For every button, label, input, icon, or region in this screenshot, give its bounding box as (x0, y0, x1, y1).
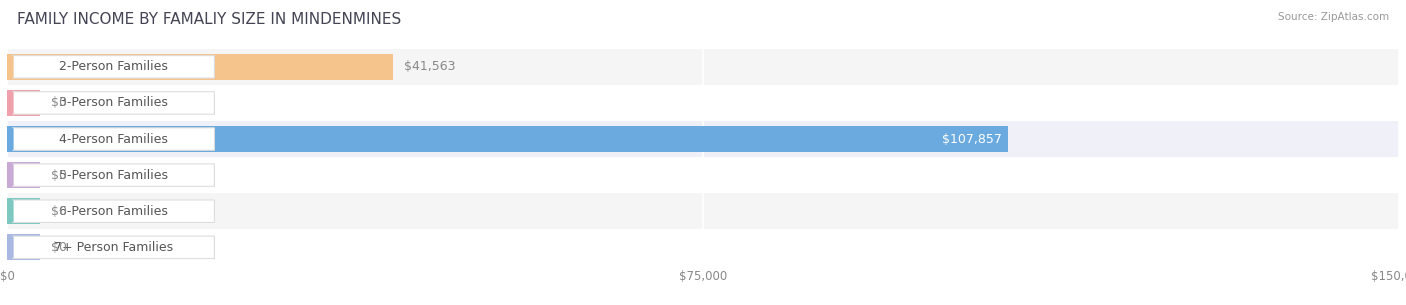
Text: 4-Person Families: 4-Person Families (59, 133, 167, 145)
Bar (7, 85, 1399, 121)
Bar (7, 121, 1399, 157)
Text: 6-Person Families: 6-Person Families (59, 205, 167, 218)
Bar (7, 90, 39, 116)
FancyBboxPatch shape (13, 128, 215, 150)
Text: $41,563: $41,563 (404, 60, 456, 73)
Text: FAMILY INCOME BY FAMALIY SIZE IN MINDENMINES: FAMILY INCOME BY FAMALIY SIZE IN MINDENM… (17, 12, 401, 27)
Text: $0: $0 (51, 169, 66, 181)
FancyBboxPatch shape (13, 92, 215, 114)
Text: $0: $0 (51, 96, 66, 109)
Text: 3-Person Families: 3-Person Families (59, 96, 167, 109)
FancyBboxPatch shape (13, 164, 215, 186)
FancyBboxPatch shape (13, 56, 215, 78)
Text: $107,857: $107,857 (942, 133, 1002, 145)
Bar (7, 234, 39, 260)
Bar (7, 157, 1399, 193)
Text: $0: $0 (51, 205, 66, 218)
Bar (7, 229, 1399, 265)
Bar (7, 49, 1399, 85)
Bar (7, 162, 39, 188)
Text: $0: $0 (51, 241, 66, 254)
FancyBboxPatch shape (13, 236, 215, 259)
Bar (7, 54, 392, 80)
Text: Source: ZipAtlas.com: Source: ZipAtlas.com (1278, 12, 1389, 22)
Text: 7+ Person Families: 7+ Person Families (53, 241, 173, 254)
FancyBboxPatch shape (13, 200, 215, 222)
Bar (7, 198, 39, 224)
Bar (7, 126, 1008, 152)
Text: 2-Person Families: 2-Person Families (59, 60, 167, 73)
Bar (7, 193, 1399, 229)
Text: 5-Person Families: 5-Person Families (59, 169, 167, 181)
